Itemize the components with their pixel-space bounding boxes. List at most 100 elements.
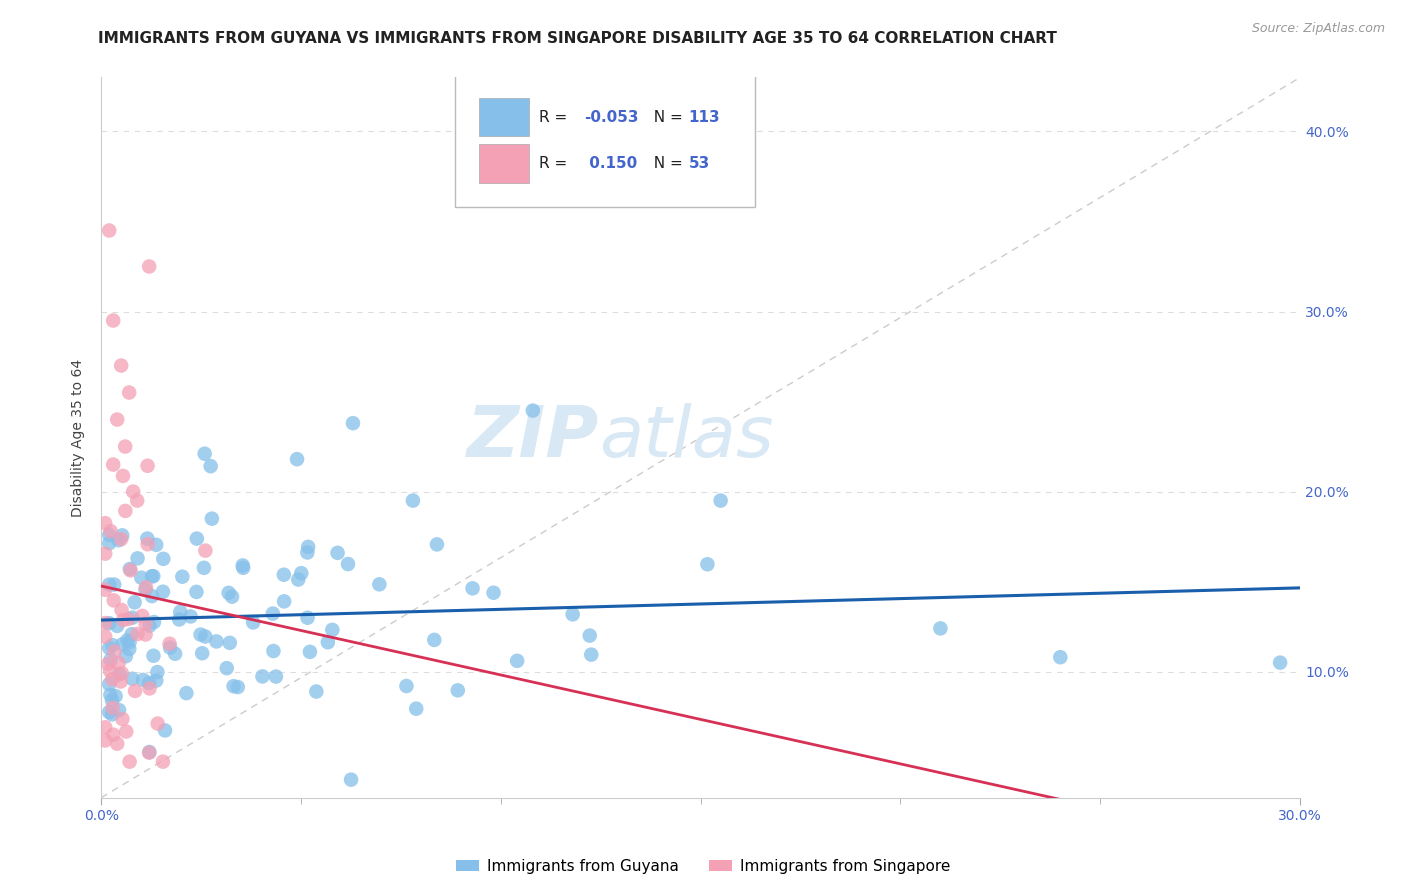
- Point: [94, 516, 117, 531]
- Point: [98, 640, 121, 655]
- Point: [138, 618, 160, 632]
- Point: [159, 640, 181, 655]
- Point: [193, 561, 215, 575]
- Point: [100, 688, 122, 702]
- Point: [186, 585, 208, 599]
- Point: [242, 615, 264, 630]
- Point: [710, 493, 733, 508]
- Point: [205, 634, 228, 648]
- Point: [142, 569, 165, 583]
- Point: [98, 677, 121, 691]
- Point: [105, 737, 128, 751]
- Point: [94, 630, 117, 644]
- Point: [578, 629, 600, 643]
- Text: atlas: atlas: [599, 403, 773, 472]
- Point: [138, 676, 160, 690]
- FancyBboxPatch shape: [456, 74, 755, 207]
- Point: [305, 684, 328, 698]
- Point: [287, 573, 309, 587]
- Point: [215, 661, 238, 675]
- Point: [111, 637, 134, 651]
- Point: [101, 672, 124, 686]
- Point: [110, 674, 132, 689]
- Point: [159, 637, 181, 651]
- Point: [262, 644, 284, 658]
- Point: [167, 612, 190, 626]
- Point: [141, 569, 163, 583]
- Point: [134, 582, 156, 597]
- Point: [152, 755, 174, 769]
- FancyBboxPatch shape: [479, 145, 529, 184]
- Point: [368, 577, 391, 591]
- Point: [138, 746, 160, 760]
- Point: [110, 359, 132, 373]
- Point: [124, 684, 146, 698]
- Point: [145, 538, 167, 552]
- Text: R =: R =: [538, 156, 572, 171]
- Point: [101, 707, 124, 722]
- Point: [426, 537, 449, 551]
- Point: [105, 412, 128, 426]
- Point: [186, 532, 208, 546]
- Point: [273, 567, 295, 582]
- Legend: Immigrants from Guyana, Immigrants from Singapore: Immigrants from Guyana, Immigrants from …: [450, 853, 956, 880]
- Point: [105, 619, 128, 633]
- Point: [108, 703, 131, 717]
- Point: [107, 533, 129, 548]
- Point: [98, 705, 121, 719]
- Point: [120, 563, 142, 577]
- Point: [94, 733, 117, 747]
- Text: 0.150: 0.150: [585, 156, 637, 171]
- Point: [405, 701, 427, 715]
- Point: [522, 403, 544, 417]
- Point: [103, 458, 125, 472]
- Point: [232, 558, 254, 573]
- Point: [172, 570, 194, 584]
- Point: [98, 664, 121, 678]
- Point: [127, 551, 149, 566]
- Point: [132, 673, 155, 687]
- Point: [131, 608, 153, 623]
- Point: [176, 686, 198, 700]
- Point: [127, 627, 149, 641]
- Point: [103, 728, 125, 742]
- Point: [100, 653, 122, 667]
- Point: [222, 679, 245, 693]
- Text: R =: R =: [538, 110, 572, 125]
- Point: [131, 571, 153, 585]
- Point: [98, 528, 121, 542]
- Point: [232, 561, 254, 575]
- Point: [118, 562, 141, 576]
- Point: [100, 524, 122, 539]
- Point: [194, 543, 217, 558]
- Point: [124, 595, 146, 609]
- Point: [114, 649, 136, 664]
- Point: [101, 701, 124, 715]
- Point: [447, 683, 470, 698]
- Point: [395, 679, 418, 693]
- Point: [461, 582, 484, 596]
- Point: [136, 537, 159, 551]
- Point: [226, 680, 249, 694]
- Point: [337, 557, 360, 571]
- Point: [482, 586, 505, 600]
- Y-axis label: Disability Age 35 to 64: Disability Age 35 to 64: [72, 359, 86, 516]
- Point: [135, 616, 157, 631]
- Point: [122, 484, 145, 499]
- Point: [138, 745, 160, 759]
- Point: [297, 611, 319, 625]
- Point: [290, 566, 312, 581]
- Point: [111, 666, 134, 681]
- Point: [165, 647, 187, 661]
- Point: [98, 577, 121, 591]
- Point: [190, 627, 212, 641]
- Point: [121, 627, 143, 641]
- Point: [114, 440, 136, 454]
- Point: [103, 593, 125, 607]
- Point: [118, 385, 141, 400]
- Point: [194, 630, 217, 644]
- Point: [101, 638, 124, 652]
- Point: [118, 642, 141, 657]
- Point: [94, 720, 117, 734]
- Point: [402, 493, 425, 508]
